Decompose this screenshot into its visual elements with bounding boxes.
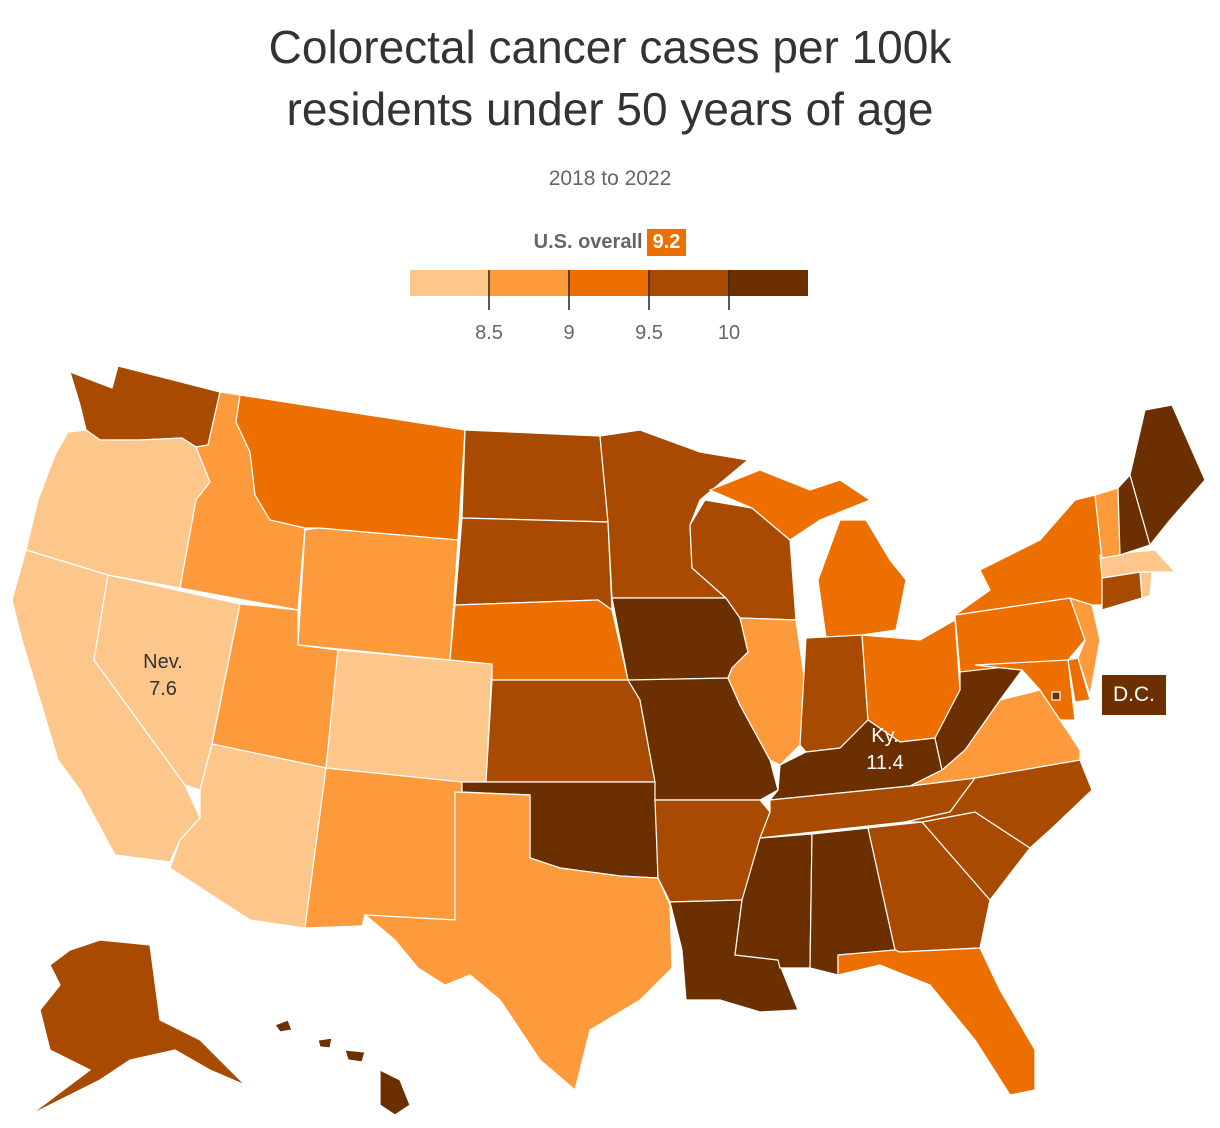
legend-bin-2 xyxy=(490,270,570,296)
state-me xyxy=(1129,404,1206,547)
state-ak xyxy=(29,939,246,1116)
state-nc xyxy=(904,759,1093,849)
state-ny xyxy=(954,494,1103,616)
legend-bin-5 xyxy=(730,270,808,296)
state-ri xyxy=(1139,571,1153,599)
us-overall-label: U.S. overall xyxy=(533,231,643,253)
label-nev-name: Nev. xyxy=(143,651,183,673)
state-ia xyxy=(611,597,749,681)
label-ky-name: Ky. xyxy=(871,725,898,747)
legend-tick-label-3: 9.5 xyxy=(635,322,663,344)
legend-bar: 8.5 9 9.5 10 xyxy=(410,270,808,344)
state-ct xyxy=(1101,571,1143,611)
chart-title: Colorectal cancer cases per 100k residen… xyxy=(0,16,1220,140)
legend-tick-label-1: 8.5 xyxy=(475,322,503,344)
state-nm xyxy=(304,767,463,929)
state-co xyxy=(325,649,493,786)
label-nev-value: 7.6 xyxy=(149,678,177,700)
us-overall-value: 9.2 xyxy=(646,229,687,256)
legend-bin-1 xyxy=(410,270,490,296)
state-ks xyxy=(485,679,656,783)
state-wy xyxy=(297,527,459,661)
label-ky-value: 11.4 xyxy=(866,752,903,774)
state-dc xyxy=(1051,691,1061,701)
states xyxy=(11,365,1206,1116)
legend-tick-label-4: 10 xyxy=(718,322,740,344)
state-il xyxy=(727,617,807,766)
us-overall: U.S. overall 9.2 xyxy=(0,229,1220,256)
label-dc: D.C. xyxy=(1102,675,1166,715)
legend-bin-3 xyxy=(570,270,650,296)
legend-bin-4 xyxy=(650,270,730,296)
state-mt xyxy=(235,394,466,541)
state-nd xyxy=(461,429,609,523)
state-hi xyxy=(274,1019,411,1116)
state-tx xyxy=(363,791,673,1092)
title-line-1: Colorectal cancer cases per 100k xyxy=(268,21,952,73)
title-line-2: residents under 50 years of age xyxy=(286,83,934,135)
state-sd xyxy=(454,517,613,612)
state-de xyxy=(1067,657,1091,703)
chart-subtitle: 2018 to 2022 xyxy=(548,167,672,190)
state-ma xyxy=(1099,549,1177,579)
state-fl xyxy=(837,947,1036,1096)
legend-tick-label-2: 9 xyxy=(563,322,574,344)
